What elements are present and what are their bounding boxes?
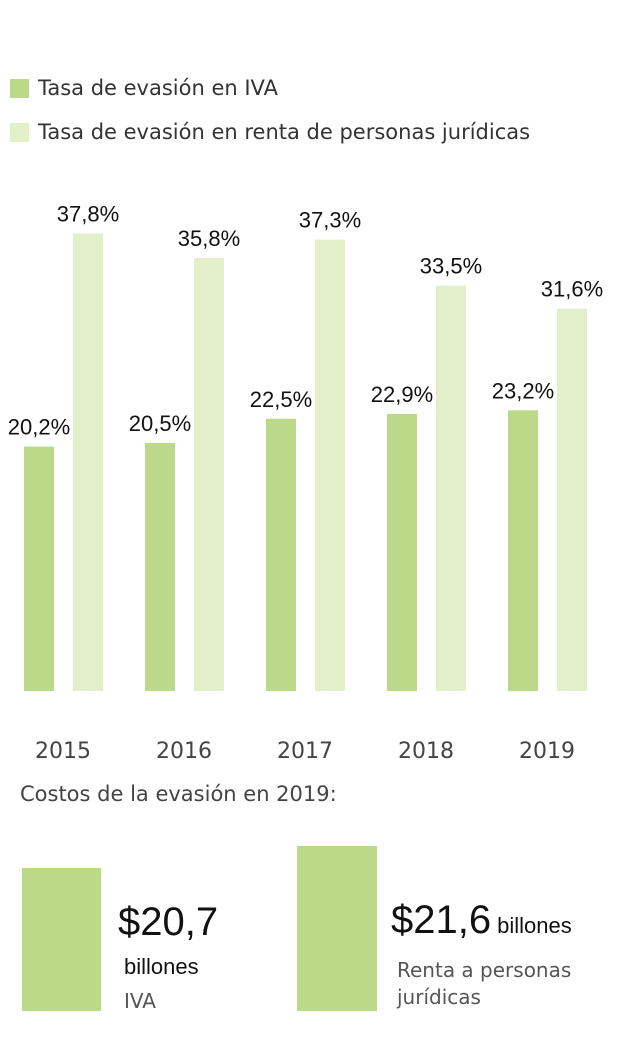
legend-item-iva: Tasa de evasión en IVA [10, 68, 530, 108]
bar-iva-2019 [508, 410, 538, 691]
costs-title: Costos de la evasión en 2019: [20, 782, 337, 806]
bar-renta-2016 [194, 257, 224, 691]
x-tick-label-2019: 2019 [519, 739, 575, 764]
x-tick-label-2016: 2016 [156, 739, 212, 764]
cost-unit-iva: billones [124, 954, 199, 979]
bar-iva-2016 [145, 442, 175, 691]
legend: Tasa de evasión en IVA Tasa de evasión e… [10, 68, 530, 156]
bar-renta-2018 [436, 285, 466, 691]
x-tick-label-2017: 2017 [277, 739, 333, 764]
bar-iva-2015 [24, 446, 54, 691]
bar-chart: 20,2% 37,8% 2015 20,5% 35,8% 2016 22,5% 37,3% 20… [8, 202, 603, 764]
x-tick-label-2015: 2015 [35, 739, 91, 764]
cost-label-renta: Renta a personas jurídicas [397, 958, 572, 1009]
data-label-iva-2017: 22,5% [250, 387, 312, 412]
legend-item-renta: Tasa de evasión en renta de personas jur… [10, 112, 530, 152]
legend-swatch-renta [10, 122, 29, 142]
x-tick-label-2018: 2018 [398, 739, 454, 764]
cost-box-renta [297, 846, 377, 1011]
cost-unit-renta: billones [497, 913, 572, 938]
cost-box-iva [22, 868, 101, 1011]
bar-renta-2015 [73, 233, 103, 691]
data-label-iva-2018: 22,9% [371, 382, 433, 407]
data-label-renta-2016: 35,8% [178, 226, 240, 251]
cost-amount-renta: $21,6 [391, 898, 492, 942]
legend-swatch-iva [10, 78, 29, 98]
cost-amount-iva: $20,7 [118, 900, 219, 944]
data-label-renta-2019: 31,6% [541, 277, 603, 302]
bar-iva-2018 [387, 413, 417, 691]
legend-label-renta: Tasa de evasión en renta de personas jur… [38, 120, 531, 144]
data-label-iva-2016: 20,5% [129, 411, 191, 436]
legend-label-iva: Tasa de evasión en IVA [38, 76, 278, 100]
cost-label-iva: IVA [124, 989, 156, 1013]
data-label-iva-2015: 20,2% [8, 415, 70, 440]
data-label-iva-2019: 23,2% [492, 378, 554, 403]
data-label-renta-2018: 33,5% [420, 254, 482, 279]
data-label-renta-2017: 37,3% [299, 208, 361, 233]
bar-renta-2019 [557, 308, 587, 691]
bar-renta-2017 [315, 239, 345, 692]
cost-amount-renta-row: $21,6 billones [391, 900, 572, 940]
bar-iva-2017 [266, 418, 296, 691]
data-label-renta-2015: 37,8% [57, 202, 119, 227]
